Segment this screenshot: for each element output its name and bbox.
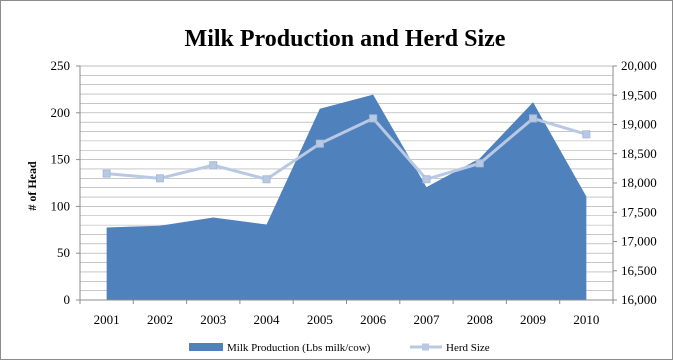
x-tick-label: 2003 (200, 312, 226, 327)
y-axis-label: # of Head (25, 161, 39, 211)
legend-label-herd-size: Herd Size (446, 342, 490, 354)
right-tick-label: 19,500 (621, 87, 657, 102)
herd-size-point (155, 174, 164, 183)
left-tick-label: 50 (57, 245, 70, 260)
right-tick-label: 18,000 (621, 175, 657, 190)
x-tick-label: 2008 (467, 312, 493, 327)
x-tick-label: 2004 (254, 312, 281, 327)
x-tick-label: 2005 (307, 312, 333, 327)
right-tick-label: 16,500 (621, 263, 657, 278)
herd-size-point (315, 139, 324, 148)
left-tick-label: 200 (51, 105, 71, 120)
x-tick-label: 2002 (147, 312, 173, 327)
chart-title: Milk Production and Herd Size (185, 26, 506, 52)
right-tick-label: 17,500 (621, 204, 657, 219)
right-tick-label: 16,000 (621, 292, 657, 307)
herd-size-point (582, 130, 591, 139)
left-tick-label: 0 (64, 292, 71, 307)
line-herd-size (106, 116, 587, 181)
x-tick-label: 2007 (413, 312, 440, 327)
area-series-layer (106, 94, 587, 300)
herd-size-point (262, 175, 271, 184)
legend: Milk Production (Lbs milk/cow) Herd Size (189, 342, 490, 354)
left-tick-label: 150 (51, 152, 71, 167)
legend-marker-herd-size (422, 343, 429, 351)
x-tick-label: 2006 (360, 312, 387, 327)
area-milk-production (106, 94, 587, 300)
x-tick-label: 2010 (573, 312, 599, 327)
line-series-layer (102, 114, 591, 184)
herd-size-point (422, 175, 431, 184)
herd-size-point (102, 169, 111, 178)
herd-size-point (529, 114, 538, 123)
left-tick-label: 250 (51, 58, 71, 73)
herd-size-point (369, 114, 378, 123)
x-tick-label: 2001 (94, 312, 120, 327)
right-tick-label: 19,000 (621, 117, 657, 132)
right-tick-label: 17,000 (621, 234, 657, 249)
legend-label-milk-production: Milk Production (Lbs milk/cow) (227, 342, 371, 354)
axes: 0 50 100 150 200 250 16,000 16,500 17,000 17,500 1… (51, 58, 657, 327)
herd-size-point (475, 159, 484, 168)
right-tick-label: 20,000 (621, 58, 657, 73)
legend-swatch-milk-production (189, 343, 223, 351)
herd-size-point (209, 161, 218, 170)
x-tick-label: 2009 (520, 312, 546, 327)
right-tick-label: 18,500 (621, 146, 657, 161)
left-tick-label: 100 (51, 198, 71, 213)
